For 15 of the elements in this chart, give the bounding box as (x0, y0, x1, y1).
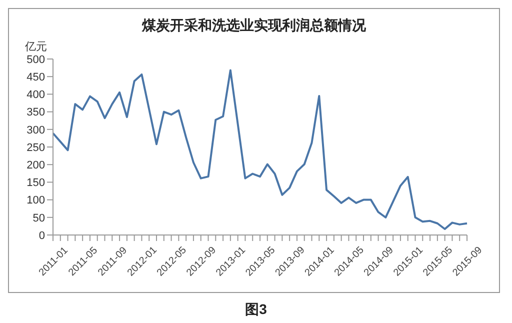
chart-title: 煤炭开采和洗选业实现利润总额情况 (140, 17, 367, 35)
y-tick-label: 500 (26, 54, 45, 66)
y-tick-label: 350 (26, 106, 45, 119)
y-tick-label: 0 (38, 230, 45, 242)
y-tick-label: 50 (32, 212, 45, 224)
y-tick-label: 400 (26, 89, 45, 102)
caption: 图3 (244, 301, 268, 319)
y-tick-label: 450 (26, 72, 45, 84)
y-tick-label: 300 (26, 124, 45, 136)
y-tick-label: 150 (26, 177, 45, 190)
y-tick-label: 100 (26, 194, 45, 207)
y-tick-label: 200 (26, 160, 45, 172)
line-series (52, 69, 468, 230)
y-axis-title: 亿元 (25, 40, 47, 54)
y-tick-label: 250 (26, 142, 45, 154)
